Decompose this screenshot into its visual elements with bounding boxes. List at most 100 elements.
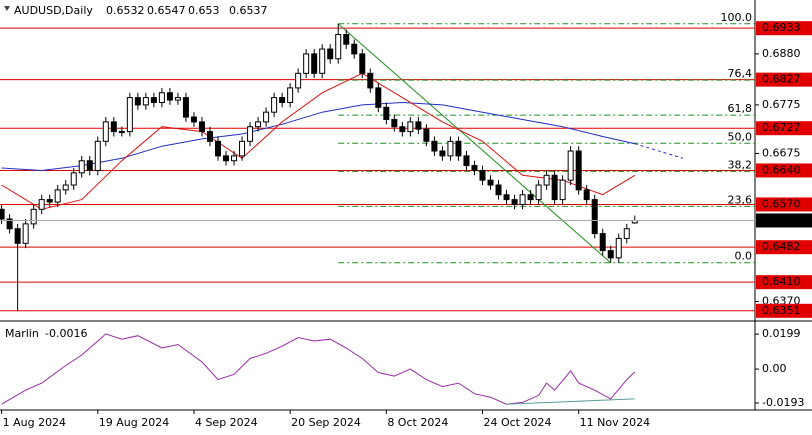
level-label: 0.6933 [762, 21, 801, 34]
level-label: 0.6640 [762, 163, 801, 176]
candle-body [535, 184, 542, 201]
candle-body [215, 140, 222, 157]
candle-body [399, 126, 406, 133]
candle-body [70, 172, 77, 186]
candle-body [46, 199, 53, 203]
fib-label: 38,2 [728, 158, 753, 171]
fib-label: 23,6 [728, 193, 753, 206]
candle-body [150, 97, 157, 103]
candle-body [271, 97, 278, 113]
candle-body [231, 155, 238, 162]
candle-body [303, 53, 310, 74]
candle-body [527, 194, 534, 201]
candle-body [263, 111, 270, 123]
low-value: 0.653 [188, 4, 220, 17]
fib-label: 50,0 [728, 130, 753, 143]
divergence-line [506, 398, 635, 405]
x-tick-label: 1 Aug 2024 [3, 416, 66, 429]
x-tick-label: 11 Nov 2024 [580, 416, 650, 429]
level-tag [756, 21, 812, 36]
current-price-tag [756, 213, 812, 228]
candle-body [623, 228, 630, 239]
level-tag [756, 303, 812, 318]
level-label: 0.6351 [762, 304, 801, 317]
candle-body [455, 140, 462, 157]
trendline [337, 23, 612, 264]
candle-body [327, 48, 334, 60]
level-tag [756, 197, 812, 212]
current-price-label: 0.6537 [762, 213, 801, 226]
candle-body [415, 121, 422, 130]
symbol-icon [4, 6, 10, 11]
indicator-tick-label: 0.00 [762, 362, 787, 375]
x-tick-label: 4 Sep 2024 [195, 416, 258, 429]
open-value: 0.6532 [106, 4, 145, 17]
candle-body [198, 121, 205, 133]
candle-body [391, 118, 398, 128]
candle-body [543, 174, 550, 186]
candle-body [591, 199, 598, 235]
candle-body [287, 87, 294, 103]
candle-body [239, 140, 246, 157]
candle-body [599, 233, 606, 252]
candle-body [311, 53, 318, 74]
candle-body [559, 179, 566, 201]
candle-body [511, 199, 518, 205]
candle-body [335, 33, 342, 60]
level-tag [756, 275, 812, 290]
candle-body [583, 189, 590, 201]
candle-body [431, 140, 438, 152]
candle-body [134, 97, 141, 106]
candle-body [110, 121, 117, 133]
indicator-tick-label: -0.0193 [762, 396, 804, 409]
candle-body [575, 150, 582, 191]
candle-body [166, 92, 173, 101]
candle-body [495, 184, 502, 196]
x-tick-label: 19 Aug 2024 [99, 416, 169, 429]
candle-body [54, 189, 61, 203]
candle-body [255, 121, 262, 128]
y-tick-label: 0.6675 [762, 146, 801, 159]
candle-body [463, 155, 470, 167]
level-tag [756, 163, 812, 178]
level-label: 0.6727 [762, 121, 801, 134]
candle-body [343, 33, 350, 45]
candle-body [174, 97, 181, 101]
moving-average [1, 101, 635, 172]
candle-body [423, 128, 430, 142]
candle-body [6, 218, 13, 230]
ma-projection [634, 143, 684, 159]
candle-body [615, 237, 622, 259]
candle-body [206, 131, 213, 142]
candle-body [142, 97, 149, 106]
candle-body [551, 174, 558, 201]
level-label: 0.6482 [762, 240, 801, 253]
level-tag [756, 240, 812, 255]
candle-body [247, 126, 254, 142]
level-tag [756, 72, 812, 87]
high-value: 0.6547 [147, 4, 186, 17]
indicator-line [1, 333, 636, 405]
candle-body [471, 165, 478, 171]
candle-body [14, 228, 21, 244]
level-label: 0.6570 [762, 197, 801, 210]
candle-body [38, 199, 45, 210]
candle-body [62, 184, 69, 191]
x-tick-label: 24 Oct 2024 [483, 416, 551, 429]
candle-body [519, 194, 526, 205]
indicator-name: Marlin [5, 327, 39, 340]
indicator-tick-label: 0.0199 [762, 327, 801, 340]
candle-body [503, 194, 510, 201]
fib-label: 61,8 [728, 102, 753, 115]
candle-body [359, 53, 366, 74]
candle-body [223, 155, 230, 162]
candle-body [567, 150, 574, 181]
symbol: AUDUSD,Daily [14, 4, 93, 17]
candle-body [182, 97, 189, 118]
x-tick-label: 8 Oct 2024 [387, 416, 448, 429]
candle-body [102, 121, 109, 142]
candle-body [118, 131, 125, 134]
candle-body [86, 160, 93, 171]
candle-body [30, 208, 37, 225]
candle-body [94, 140, 101, 171]
